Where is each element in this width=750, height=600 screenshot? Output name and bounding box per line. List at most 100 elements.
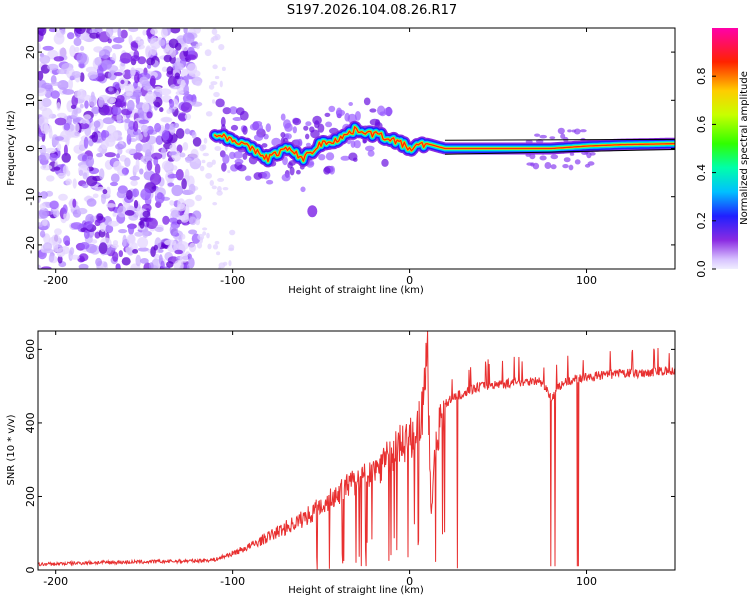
scatter-blob <box>305 142 311 147</box>
noise-blob <box>150 28 158 35</box>
y-tick-label: 0 <box>24 567 37 574</box>
noise-blob <box>212 244 219 250</box>
scatter-blob <box>365 145 375 152</box>
noise-blob <box>38 100 44 110</box>
noise-blob <box>39 55 51 64</box>
noise-blob <box>53 56 65 62</box>
noise-blob <box>183 28 188 34</box>
noise-blob <box>111 44 123 50</box>
noise-blob <box>82 154 87 162</box>
noise-blob <box>161 130 170 141</box>
noise-blob <box>38 28 47 36</box>
noise-blob <box>89 29 98 34</box>
noise-blob <box>74 28 86 35</box>
noise-blob <box>91 239 98 244</box>
noise-blob <box>50 90 60 99</box>
noise-blob <box>191 131 197 139</box>
noise-blob <box>70 131 81 138</box>
scatter-blob <box>293 139 303 147</box>
scatter-blob <box>261 143 268 148</box>
scatter-blob <box>253 134 264 142</box>
noise-blob <box>151 152 163 160</box>
noise-blob <box>106 186 111 197</box>
noise-blob <box>130 42 139 51</box>
noise-blob <box>46 175 55 182</box>
noise-blob <box>187 257 195 269</box>
noise-blob <box>77 33 90 41</box>
noise-blob <box>216 251 221 256</box>
scatter-blob <box>305 121 312 127</box>
noise-blob <box>163 48 170 53</box>
scatter-blob <box>325 121 333 128</box>
noise-blob <box>79 242 90 250</box>
noise-blob <box>49 200 59 210</box>
colorbar-label: Normalized spectral amplitude <box>739 71 750 225</box>
noise-blob <box>173 122 180 128</box>
noise-blob <box>66 115 73 126</box>
noise-blob <box>180 102 192 113</box>
noise-blob <box>161 160 173 171</box>
noise-blob <box>108 87 113 92</box>
noise-blob <box>120 79 125 85</box>
noise-blob <box>56 102 61 111</box>
scatter-blob <box>381 158 389 167</box>
noise-blob <box>62 88 75 95</box>
scatter-blob <box>563 157 571 163</box>
scatter-blob <box>324 112 331 117</box>
noise-blob <box>169 144 177 152</box>
noise-blob <box>177 198 186 210</box>
noise-blob <box>146 57 156 66</box>
noise-blob <box>47 124 52 133</box>
noise-blob <box>116 189 127 199</box>
noise-blob <box>89 32 100 39</box>
noise-blob <box>154 86 163 92</box>
scatter-blob <box>305 133 310 140</box>
snr-x-label: Height of straight line (km) <box>288 585 424 596</box>
x-tick-label: -100 <box>220 575 245 588</box>
noise-blob <box>73 37 82 47</box>
noise-blob <box>217 186 222 192</box>
noise-blob <box>71 109 78 119</box>
noise-blob <box>63 122 71 131</box>
scatter-blob <box>280 113 286 121</box>
noise-blob <box>70 254 80 260</box>
noise-blob <box>103 106 114 116</box>
noise-blob <box>74 123 80 133</box>
noise-blob <box>120 29 128 39</box>
noise-blob <box>40 191 48 199</box>
scatter-blob <box>532 162 540 170</box>
scatter-blob <box>550 154 559 160</box>
noise-blob <box>97 147 102 153</box>
noise-blob <box>124 83 135 95</box>
noise-blob <box>68 78 73 90</box>
noise-blob <box>85 155 95 168</box>
noise-blob <box>69 45 76 57</box>
noise-blob <box>140 258 149 264</box>
noise-blob <box>65 178 72 186</box>
noise-blob <box>214 146 222 151</box>
noise-blob <box>174 249 183 255</box>
noise-blob <box>156 192 163 200</box>
noise-blob <box>125 189 133 200</box>
noise-blob <box>185 157 192 163</box>
scatter-blob <box>222 107 232 115</box>
scatter-blob <box>296 169 301 175</box>
snr-x-ticks: -200 -100 0 100 <box>43 331 597 588</box>
noise-blob <box>142 210 151 218</box>
scatter-blob <box>557 127 565 135</box>
noise-blob <box>146 160 153 171</box>
scatter-blob <box>329 165 335 175</box>
noise-blob <box>107 38 112 44</box>
noise-blob <box>93 120 101 128</box>
scatter-blob <box>567 129 572 133</box>
scatter-blob <box>348 152 358 161</box>
scatter-blob <box>569 152 575 156</box>
noise-blob <box>61 28 66 35</box>
noise-blob <box>113 37 125 44</box>
noise-blob <box>196 242 203 249</box>
ridge-outline <box>444 138 675 141</box>
noise-blob <box>38 154 47 162</box>
noise-blob <box>197 42 203 46</box>
noise-blob <box>54 228 62 236</box>
noise-blob <box>53 166 61 171</box>
